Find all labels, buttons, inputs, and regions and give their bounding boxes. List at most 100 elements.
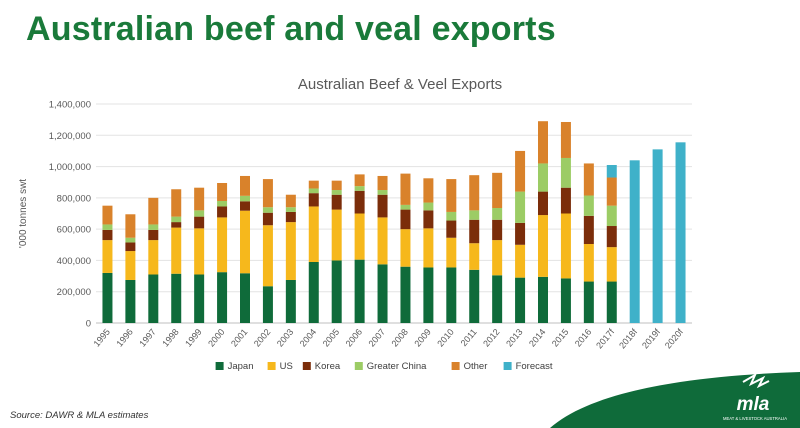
legend-swatch [451, 362, 460, 370]
bar-segment [102, 272, 113, 323]
bar-segment [354, 174, 365, 187]
bar-segment [606, 205, 617, 227]
x-tick-label: 1997 [137, 327, 158, 349]
x-tick-label: 2009 [412, 327, 433, 349]
x-tick-label: 1996 [114, 327, 135, 349]
bar-segment [331, 260, 342, 323]
bar-segment [262, 179, 273, 208]
bar-segment [125, 279, 136, 323]
y-tick-label: 1,000,000 [49, 162, 91, 173]
bar-segment [492, 208, 503, 220]
bar-segment [423, 202, 434, 211]
bar-segment [262, 225, 273, 287]
bar-segment [262, 286, 273, 323]
bar-segment [446, 211, 457, 221]
x-tick-label: 2003 [275, 327, 296, 349]
bar-segment [446, 220, 457, 238]
legend-label: Other [464, 361, 488, 372]
x-tick-label: 2011 [459, 327, 479, 348]
bar-segment [217, 206, 228, 218]
bar-segment [560, 157, 571, 188]
bar-segment [423, 228, 434, 268]
bar-segment [538, 121, 548, 164]
bar-segment [125, 242, 136, 252]
bar-segment [102, 229, 113, 241]
x-tick-label: 2008 [389, 327, 410, 349]
bar-segment [629, 160, 640, 323]
legend-label: Japan [228, 361, 254, 372]
x-tick-label: 2017f [594, 326, 616, 350]
x-tick-label: 2004 [298, 327, 319, 349]
bar-segment [354, 190, 365, 214]
bar-segment [194, 228, 205, 275]
x-tick-label: 2006 [344, 327, 365, 349]
bar-segment [171, 273, 182, 323]
bar-segment [148, 240, 159, 275]
bar-segment [423, 210, 434, 229]
bar-segment [217, 182, 228, 201]
bar-segment [469, 175, 480, 211]
x-tick-label: 1998 [160, 327, 181, 349]
bar-segment [400, 173, 411, 205]
bar-segment [331, 194, 342, 210]
bar-segment [606, 226, 617, 248]
bar-segment [560, 213, 571, 279]
logo-text: mla [737, 394, 770, 415]
bar-segment [446, 237, 457, 268]
bar-segment [331, 180, 342, 191]
bar-segment [194, 210, 205, 217]
y-tick-label: 1,400,000 [49, 100, 91, 111]
bar-segment [560, 187, 571, 214]
y-axis-label: '000 tonnes swt [18, 179, 29, 248]
bar-segment [469, 219, 480, 244]
bar-segment [515, 150, 526, 192]
bar-segment [560, 121, 571, 158]
bar-segment [469, 210, 480, 220]
bar-segment [538, 191, 548, 216]
y-tick-label: 1,200,000 [49, 131, 91, 142]
bar-segment [377, 194, 388, 218]
bar-segment [171, 189, 182, 217]
y-tick-label: 800,000 [57, 193, 91, 204]
logo-leaf-icon [742, 372, 770, 389]
x-tick-label: 1995 [91, 327, 112, 349]
bar-segment [148, 274, 159, 323]
bar-segment [400, 204, 411, 210]
bar-segment [171, 216, 182, 223]
bar-segment [102, 224, 113, 230]
bar-segment [538, 215, 548, 277]
bar-segment [583, 195, 594, 216]
bar-segment [492, 275, 503, 323]
bar-segment [171, 222, 182, 228]
x-tick-label: 2019f [640, 326, 662, 350]
bar-segment [354, 259, 365, 323]
bar-segment [675, 142, 686, 323]
bar-segment [652, 149, 663, 323]
bar-segment [308, 180, 319, 189]
legend-label: Forecast [516, 361, 553, 372]
bar-segment [492, 219, 503, 241]
bar-segment [446, 179, 457, 212]
y-tick-label: 400,000 [57, 256, 91, 267]
bar-segment [240, 195, 250, 202]
legend-swatch [503, 362, 512, 370]
x-tick-label: 2015 [550, 327, 571, 349]
x-tick-label: 2020f [663, 326, 685, 350]
y-tick-label: 600,000 [57, 225, 91, 236]
bar-segment [583, 281, 594, 323]
source-note: Source: DAWR & MLA estimates [10, 410, 149, 421]
bar-segment [423, 267, 434, 323]
bar-segment [492, 172, 503, 209]
slide-title: Australian beef and veal exports [26, 10, 556, 48]
bar-segment [308, 193, 319, 207]
bar-segment [262, 212, 273, 226]
bar-segment [148, 197, 159, 225]
bar-segment [583, 244, 594, 282]
legend-label: Korea [315, 361, 341, 372]
x-tick-label: 2000 [206, 327, 227, 349]
bar-segment [400, 229, 411, 267]
bar-segment [194, 187, 205, 211]
bar-segment [515, 277, 526, 323]
x-tick-label: 2013 [504, 327, 525, 349]
